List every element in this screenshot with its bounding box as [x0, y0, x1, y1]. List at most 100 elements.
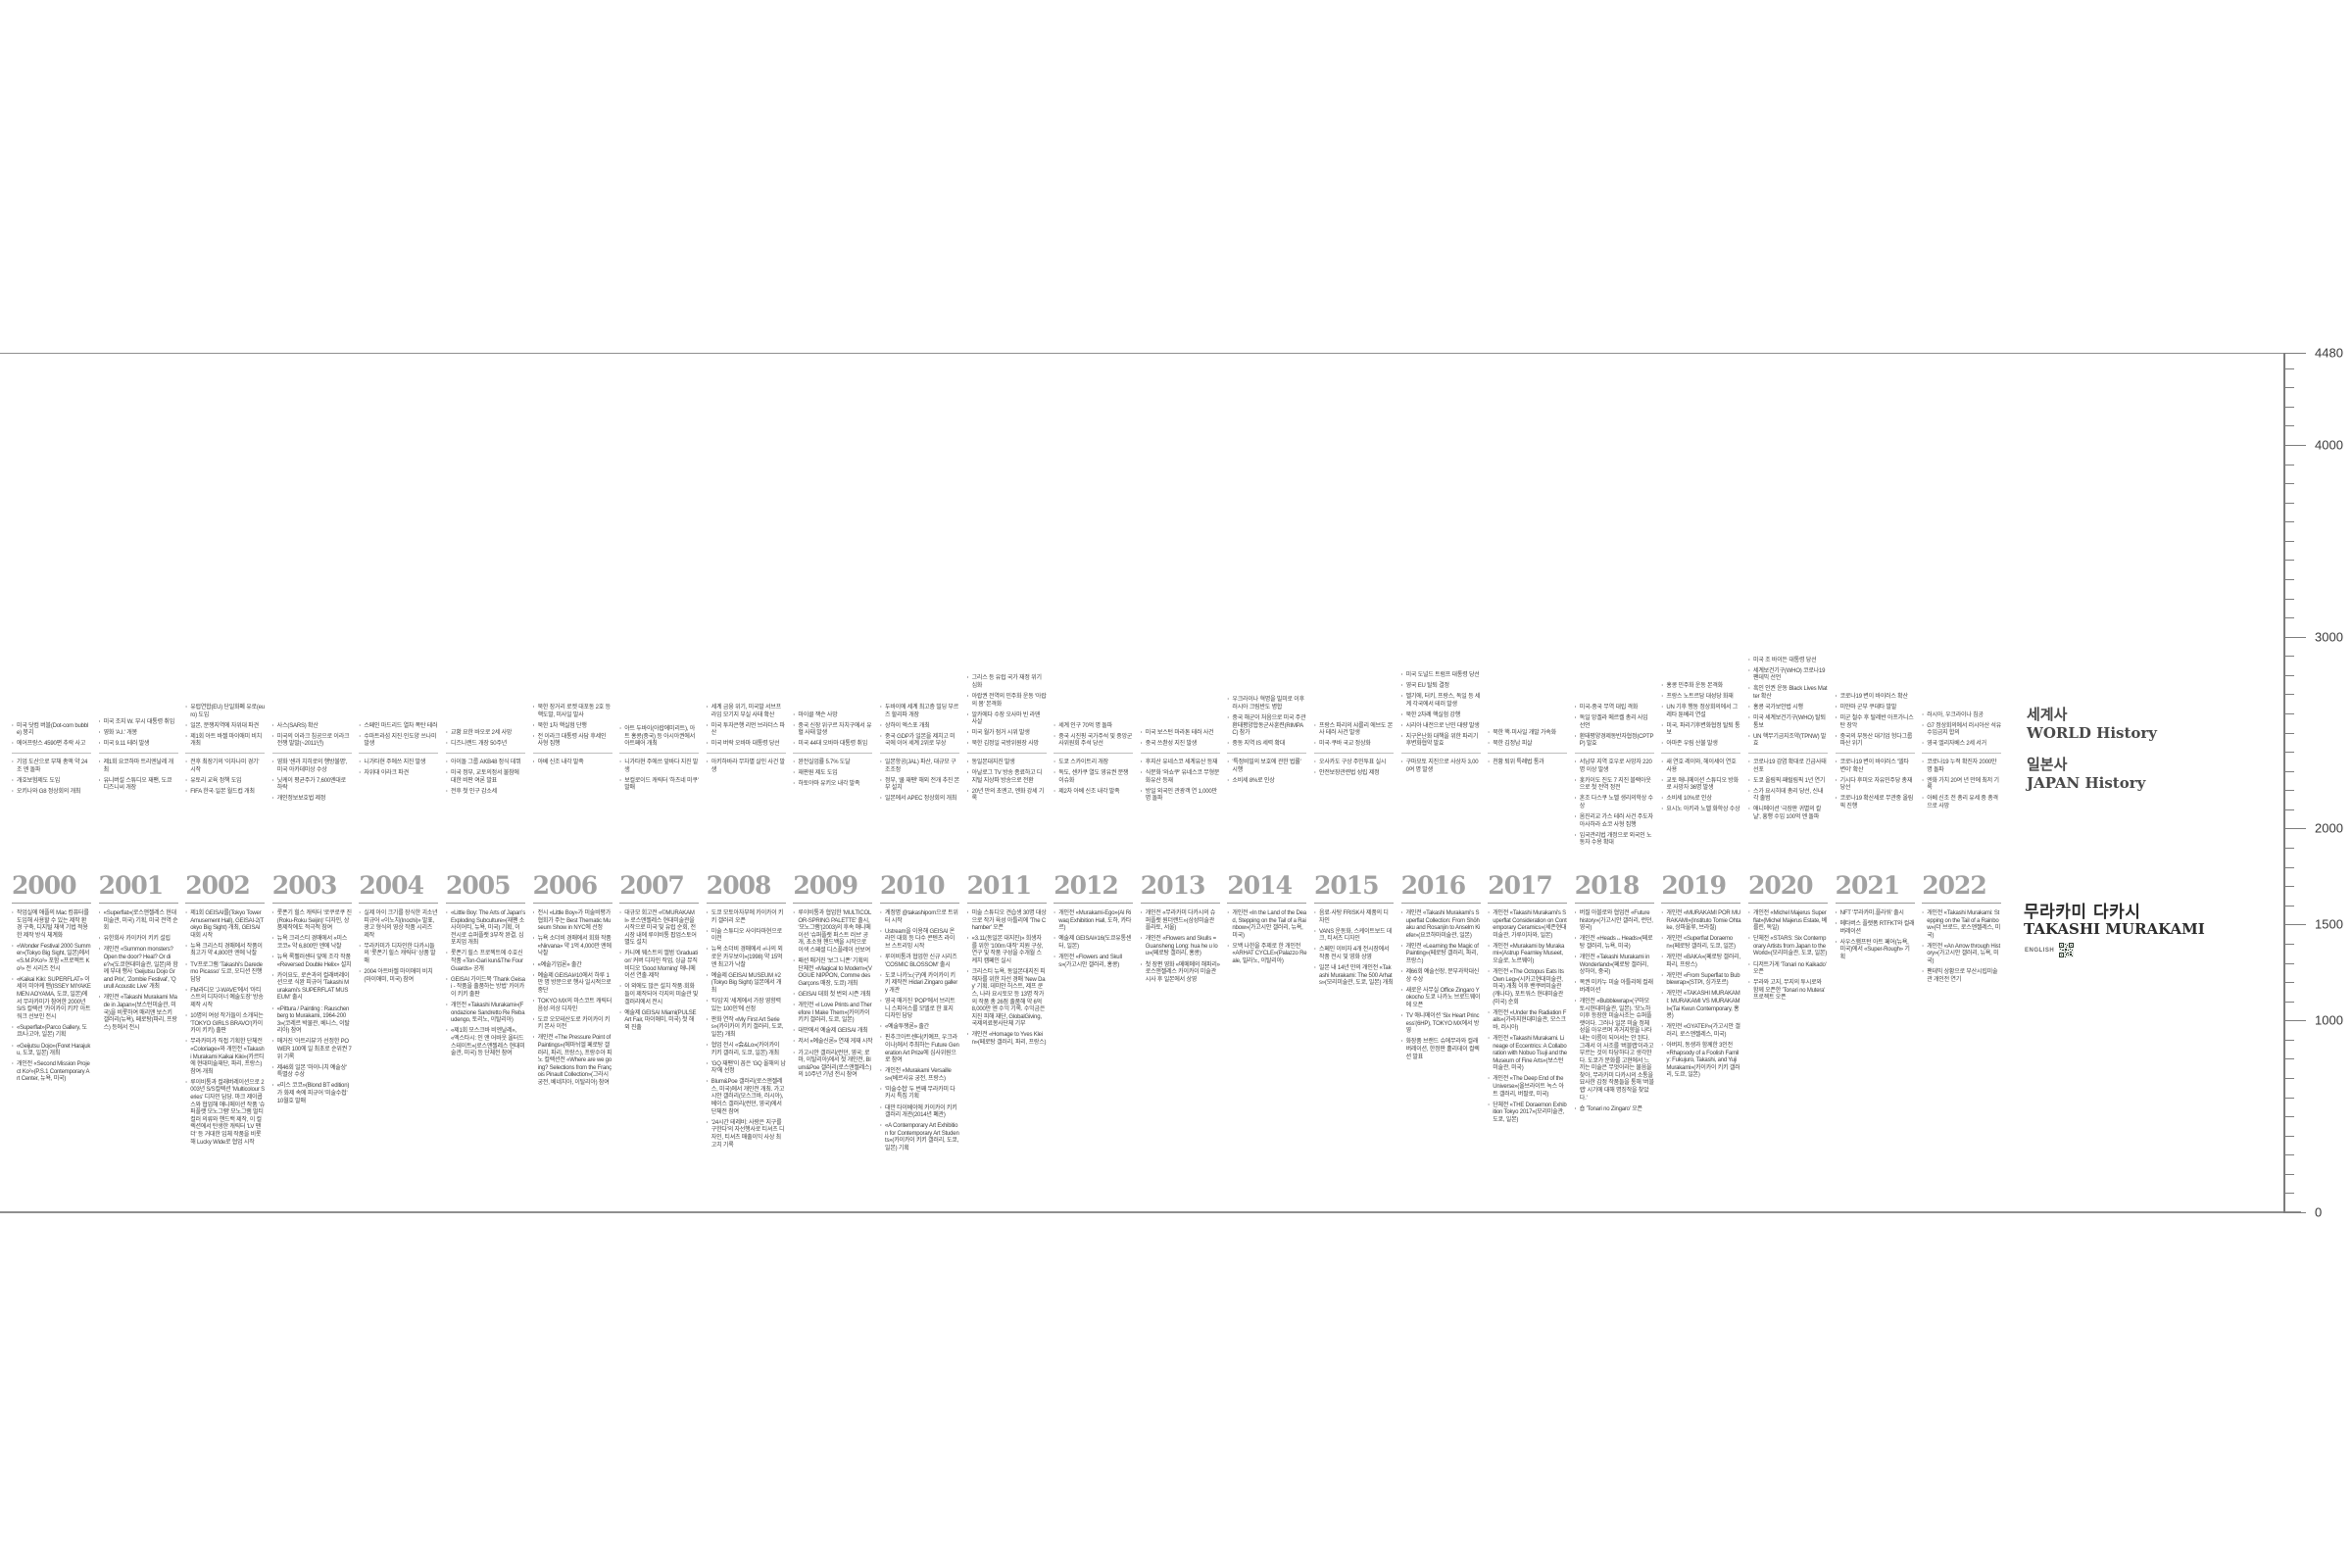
ruler-minor-tick	[2283, 866, 2294, 868]
world-history-entries-entry: 미국 조지 W. 부시 대통령 취임	[99, 719, 178, 727]
world-history-entries-entry: 독일 앙겔라 메르켈 총리 사임 선언	[1575, 715, 1654, 730]
murakami-chronology-entries-entry: 개인전 «Second Mission Project Ko²»(P.S.1 C…	[12, 1061, 91, 1084]
world-history-entries-entry: 미국 보스턴 마라톤 테러 사건	[1141, 730, 1220, 738]
murakami-chronology-entries-entry: Ustream을 이용해 GEISAI 온라인 대회 등 다수 콘텐츠 라이브 …	[880, 929, 959, 952]
ruler-minor-tick	[2283, 713, 2294, 715]
year-column-2011: 그리스 등 유럽 국가 재정 위기 심화아랍권 전역의 민주화 운동 '아랍의 …	[966, 0, 1047, 1568]
ruler-minor-tick	[2283, 1077, 2294, 1079]
world-history-entries-entry: UN 핵무기금지조약(TPNW) 발효	[1748, 734, 1828, 749]
year-label: 2006	[532, 871, 599, 900]
murakami-chronology-entries-entry: «Superflat»(로스앤젤레스 현대미술관, 미국) 기획, 미국 전역 …	[99, 910, 178, 933]
year-column-2022: 러시아, 우크라이나 침공 G7 정상회의에서 러시아산 석유 수입금지 합의영국…	[1922, 0, 2001, 1568]
japan-history-entries-entry: 구마모토 지진으로 사상자 3,000여 명 발생	[1401, 760, 1481, 774]
ruler-minor-tick	[2283, 1116, 2294, 1118]
japan-history-entries-entry: 소비세 8%로 인상	[1227, 778, 1306, 786]
world-history-entries-entry: 제1회 아트 바젤 마이애미 비치 개최	[185, 734, 265, 749]
japan-history-entries: 새 연호 레이와, 헤이세이 연호 사용교토 애니메이션 스튜디오 방화로 사망…	[1661, 760, 1740, 814]
murakami-chronology-entries: 전시 «Little Boy»가 미술비평가협회가 주는 Best Themat…	[533, 910, 612, 1087]
ruler-minor-tick	[2283, 982, 2294, 984]
world-history-entries-entry: 홍콩 민주화 운동 본격화	[1661, 683, 1740, 691]
murakami-chronology-entries: 개인전 «Murakami-Ego»(Al Riwaq Exhibition H…	[1054, 910, 1133, 969]
world-history-entries: 마이클 잭슨 사망중국 신장 위구르 자치구에서 유혈 사태 발생미국 44대 …	[793, 712, 872, 749]
murakami-chronology-entries-entry: TV프로그램 'Takashi's Daredemo Picasso' 도쿄, …	[185, 962, 265, 985]
year-underline	[1748, 903, 1828, 904]
ruler-minor-tick	[2283, 1039, 2294, 1041]
world-history-entries-entry: 우크라이나 혁명을 빌미로 이후 러시아 크림반도 병합	[1227, 697, 1306, 711]
world-history-entries: 미국 조지 W. 부시 대통령 취임영화 'A.I.' 개봉미국 9.11 테러…	[99, 719, 178, 749]
world-japan-divider	[880, 753, 959, 754]
murakami-chronology-entries-entry: 매거진 '아트리뷰'가 선정한 POWER 100에 일 최초로 순위권 7위 …	[272, 1039, 352, 1061]
world-history-entries-entry: G7 정상회의에서 러시아산 석유 수입금지 합의	[1922, 723, 2001, 738]
murakami-chronology-entries-entry: Blum&Poe 갤러리(로스앤젤레스, 미국)에서 개인전 개최. 가고시안 …	[707, 1079, 786, 1116]
world-japan-divider	[12, 753, 91, 754]
world-history-entries-entry: 북한 장거리 로켓 대포동 2호 등 핵도발, 미사일 발사	[533, 705, 612, 719]
ruler-minor-tick	[2283, 1058, 2294, 1060]
japan-history-entries-entry: 20년 만의 초엔고, 엔화 강세 기록	[967, 789, 1047, 804]
murakami-chronology-entries-entry: 패션 매거진 '보그 니폰' 기획의 단체전 «Magical to Moder…	[793, 958, 872, 988]
murakami-chronology-entries-entry: 개인전 «Takashi Murakami Made in Japan»(보스턴…	[99, 995, 178, 1032]
world-history-entries-entry: 영국 엘리자베스 2세 서거	[1922, 741, 2001, 749]
year-column-2001: 미국 조지 W. 부시 대통령 취임영화 'A.I.' 개봉미국 9.11 테러…	[98, 0, 178, 1568]
murakami-chronology-entries-entry: 음료·사탕 FRISK사 제품의 디자인	[1314, 910, 1394, 925]
murakami-chronology-entries-entry: 이 외에도 많은 설치 작품·회화들이 제작되어 각지의 미술관 및 갤러리에서…	[619, 984, 699, 1006]
year-column-2015: 프랑스 파리의 샤를리 에브도 본사 테러 사건 발생미국·쿠바 국교 정상화오…	[1314, 0, 1394, 1568]
murakami-chronology-entries-entry: 유한회사 카이카이 키키 설립	[99, 936, 178, 944]
year-underline	[1835, 903, 1915, 904]
year-label: 2004	[359, 871, 424, 900]
qr-code-icon	[2059, 943, 2075, 957]
murakami-chronology-entries: 작업실에 애플의 Mac 컴퓨터를 도입해 사용할 수 있는 제작 환경 구축,…	[12, 910, 91, 1084]
japan-history-entries-entry: 영화 '센과 치히로의 행방불명', 미국 아카데미상 수상	[272, 760, 352, 774]
ruler-minor-tick	[2283, 598, 2294, 600]
world-history-entries: 미국-중국 무역 대립 격화독일 앙겔라 메르켈 총리 사임 선언환태평양경제동…	[1575, 705, 1654, 749]
world-history-entries: 미국 도널드 트럼프 대통령 당선영국 EU 탈퇴 결정벨기에, 터키, 프랑스…	[1401, 672, 1481, 749]
year-label: 2015	[1314, 871, 1380, 900]
japan-history-entries-entry: 후지산 유네스코 세계유산 등재	[1141, 760, 1220, 767]
world-history-entries: 미국 보스턴 마라톤 테러 사건중국 쓰촨성 지진 발생	[1141, 730, 1220, 749]
murakami-chronology-entries-entry: 도쿄 나카노(구)에 카이카이 키키 제작전 Hidari Zingaro ga…	[880, 973, 959, 996]
murakami-chronology-entries-entry: 새로운 사무실 Office Zingaro Yokocho 도쿄 나카노 브로…	[1401, 988, 1481, 1010]
murakami-chronology-entries-entry: «제1회 모스크바 비엔날레», «엑스타시: 인 앤 어바웃 올터드 스테이트…	[446, 1028, 525, 1057]
world-japan-divider	[966, 753, 1047, 754]
murakami-chronology-entries-entry: 도쿄 모토아자부에 카이카이 키키 갤러리 오픈	[707, 910, 786, 925]
ruler-minor-tick	[2283, 368, 2294, 369]
japan-history-entries-entry: 엔화 가치 20여 년 만에 최저 기록	[1922, 778, 2001, 793]
year-column-2004: 스페인 마드리드 열차 폭탄 테러수마트라섬 지진·인도양 쓰나미 발생니가타현…	[359, 0, 439, 1568]
murakami-chronology-entries-entry: 예술제 GEISAI#16(도쿄유통센터, 일본)	[1054, 936, 1133, 951]
world-japan-divider	[1922, 753, 2002, 754]
world-history-label-ko: 세계사	[2027, 706, 2068, 723]
murakami-chronology-entries-entry: 대만에서 예술제 GEISAI 개최	[793, 1028, 872, 1036]
murakami-chronology-entries-entry: 개인전 «Takashi Murakami's Superflat Collec…	[1401, 910, 1481, 940]
japan-history-entries-entry: 자위대 이라크 파견	[359, 770, 438, 778]
murakami-chronology-entries-entry: 사우스햄프턴 아트 페어(뉴욕, 미국)에서 «Super-Rough» 기획	[1836, 940, 1915, 962]
murakami-chronology-entries: NFT '무라카미.플라워' 출시메타버스 플랫폼 RTFKT와 컬래버레이션사…	[1836, 910, 1915, 962]
world-history-entries-entry: 미국 조 바이든 대통령 당선	[1748, 658, 1828, 665]
year-label: 2008	[706, 871, 772, 900]
japan-history-entries-entry: 아베 신조 내각 발족	[533, 760, 612, 767]
world-history-label-en: WORLD History	[2027, 724, 2158, 742]
murakami-chronology-entries-entry: 개인전 «I Love Prints and Therefore I Make …	[793, 1003, 872, 1025]
world-history-entries-entry: 지구온난화 대책을 위한 파리기후변화협약 발효	[1401, 734, 1481, 749]
world-history-entries-entry: 미국 세계보건기구(WHO) 탈퇴 통보	[1748, 715, 1828, 730]
murakami-chronology-entries-entry: «Superflat»(Parco Gallery, 도쿄/나고야, 일본) 기…	[12, 1025, 91, 1040]
year-label: 2001	[98, 871, 165, 900]
world-japan-divider	[1054, 753, 1134, 754]
murakami-chronology-entries-entry: «Kaikai Kiki: SUPERFLAT» 이세이 미야케 맨(ISSEY…	[12, 977, 91, 1022]
murakami-chronology-entries: 개인전 «MURAKAMI POR MURAKAMI»(Instituto To…	[1661, 910, 1740, 1080]
murakami-chronology-entries: «Little Boy: The Arts of Japan's Explodi…	[446, 910, 525, 1058]
year-label: 2014	[1227, 871, 1293, 900]
year-underline	[446, 903, 525, 904]
world-japan-divider	[1488, 753, 1568, 754]
ruler-minor-tick	[2283, 560, 2294, 562]
murakami-chronology-entries-entry: FM라디오 'J-WAVE'에서 '아티스트의 디자이너 예술도장' 방송 제작…	[185, 988, 265, 1010]
murakami-chronology-entries-entry: 뉴욕 소더비 경매에서 회화 작품 «Nirvana» 약 1억 4,000만 …	[533, 936, 612, 958]
ruler-minor-tick	[2283, 1135, 2294, 1137]
world-history-entries: 사스(SARS) 확산미국의 이라크 침공으로 이라크 전쟁 발발(~2011년…	[272, 723, 352, 749]
world-history-entries: 미국 닷컴 버블(Dot-com bubble) 붕괴에어프랑스 4590편 추…	[12, 723, 91, 749]
year-column-2014: 우크라이나 혁명을 빌미로 이후 러시아 크림반도 병합중국 해군이 처음으로 …	[1227, 0, 1307, 1568]
japan-history-entries-entry: 천황 퇴위 특례법 통과	[1488, 760, 1567, 767]
japan-history-entries: 니가타현 주에쓰 지진 발생자위대 이라크 파견	[359, 760, 438, 778]
japan-history-entries-entry: 아키하바라 무차별 살인 사건 발생	[707, 760, 786, 774]
murakami-chronology-entries-entry: 개인전 «Murakami Versailles»(베르사유 궁전, 프랑스)	[880, 1068, 959, 1083]
murakami-chronology-entries-entry: 개인전 «The Deep End of the Universe»(올브라이트…	[1488, 1076, 1567, 1099]
